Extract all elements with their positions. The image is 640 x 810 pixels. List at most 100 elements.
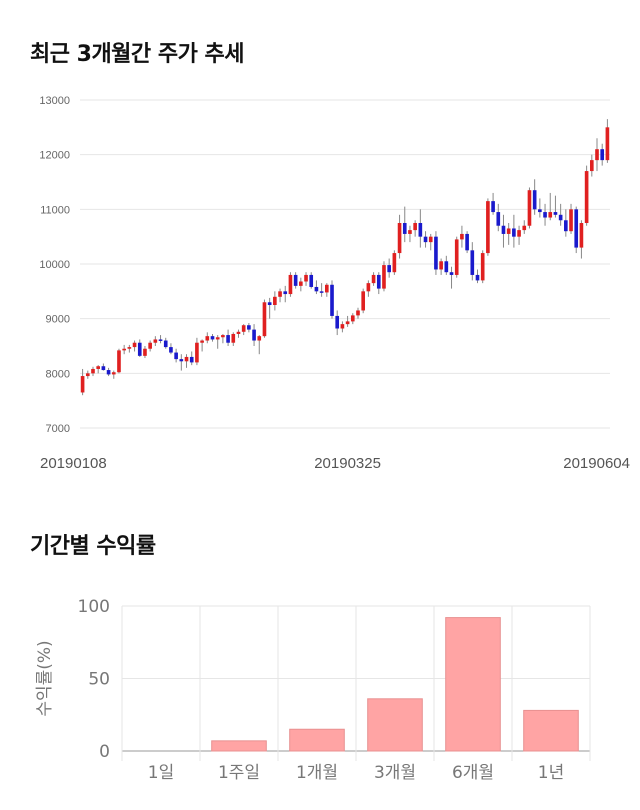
candle [80,368,85,396]
candle [158,335,163,344]
candle-body-down [158,339,163,341]
candle-body-up [517,230,521,237]
candle-y-tick-label: 9000 [46,314,70,326]
candle-body-up [595,149,599,161]
candle [184,354,189,368]
candle [538,198,542,218]
candle [605,119,610,163]
candle [501,214,506,248]
candle-body-down [449,272,454,275]
candle [496,203,501,232]
candle-body-down [402,223,407,234]
candle [293,272,298,289]
candle [418,209,423,248]
candle [423,231,428,248]
candle-body-up [345,321,350,325]
candle-body-up [439,261,443,270]
candle-body-up [522,225,527,231]
candle [319,283,324,297]
candle [475,269,480,284]
candle [210,333,215,342]
candle-y-tick-label: 11000 [40,204,70,216]
bar-y-ticks: 0 50 100 [78,597,110,762]
candle [439,258,443,275]
candle-x-tick-label: 20190325 [314,455,381,472]
candle [299,277,303,292]
candle-body-down [106,370,111,375]
candle [215,335,220,349]
candle-body-down [293,274,298,286]
candle [241,324,246,336]
candle-body-up [122,348,126,351]
bar-x-tick-label: 1년 [538,763,564,783]
candle-body-up [200,340,204,343]
candle [101,363,106,371]
candle-body-down [226,335,230,343]
candle-series [80,119,610,396]
candle [252,324,256,346]
candle [122,344,126,355]
candle-body-up [215,337,220,340]
candle-body-down [137,342,142,356]
candle [361,288,366,314]
bar-grid [121,605,591,761]
candle-body-down [283,291,288,295]
candle-body-down [491,201,495,213]
bar-y-tick-label: 0 [99,742,110,762]
candle-body-up [548,212,553,218]
candle-body-up [371,274,376,284]
candle [324,283,329,297]
candle-body-up [486,201,490,254]
candle-body-down [335,315,340,329]
candle-body-down [543,212,547,218]
candle-y-tick-label: 12000 [39,150,70,162]
candle [480,250,485,284]
return-bar [367,698,423,752]
candle [335,310,340,336]
candle-body-down [564,220,568,232]
candle [111,370,116,379]
candle [564,209,568,237]
candle-body-down [532,190,537,210]
candle [397,214,402,259]
candle-body-up [111,372,116,375]
candle [595,138,599,172]
candle [309,272,314,289]
bar-x-tick-label: 6개월 [452,763,494,783]
candle-body-up [382,265,386,289]
return-bar [211,740,267,752]
candle [532,179,537,215]
candle [413,220,417,237]
candle-body-down [314,286,319,292]
candle-body-down [496,212,501,226]
candle [579,220,584,259]
candle [153,336,158,346]
candle [512,214,516,248]
candle-body-up [397,223,402,254]
candle [96,365,101,374]
candle-body-up [195,342,199,363]
candle-body-down [574,209,579,248]
candle-y-tick-label: 7000 [46,423,70,435]
candle-body-down [267,302,272,305]
candle-body-down [309,274,314,287]
candle [273,291,277,311]
candle [517,225,521,245]
candle [205,332,210,344]
candle [288,272,293,297]
candle [527,187,532,229]
candle-body-up [304,274,308,282]
candle-body-up [460,233,464,240]
candle-body-up [340,324,345,329]
candle-body-up [299,281,303,286]
candle-body-up [506,228,511,234]
candle-body-up [408,230,412,234]
candle [522,220,527,234]
candle [584,165,589,226]
bar-x-tick-label: 1주일 [218,763,260,783]
candle-body-down [434,236,438,270]
candle [236,329,241,338]
candle [454,236,459,278]
bar-y-tick-label: 100 [78,597,110,617]
candle [356,307,360,319]
